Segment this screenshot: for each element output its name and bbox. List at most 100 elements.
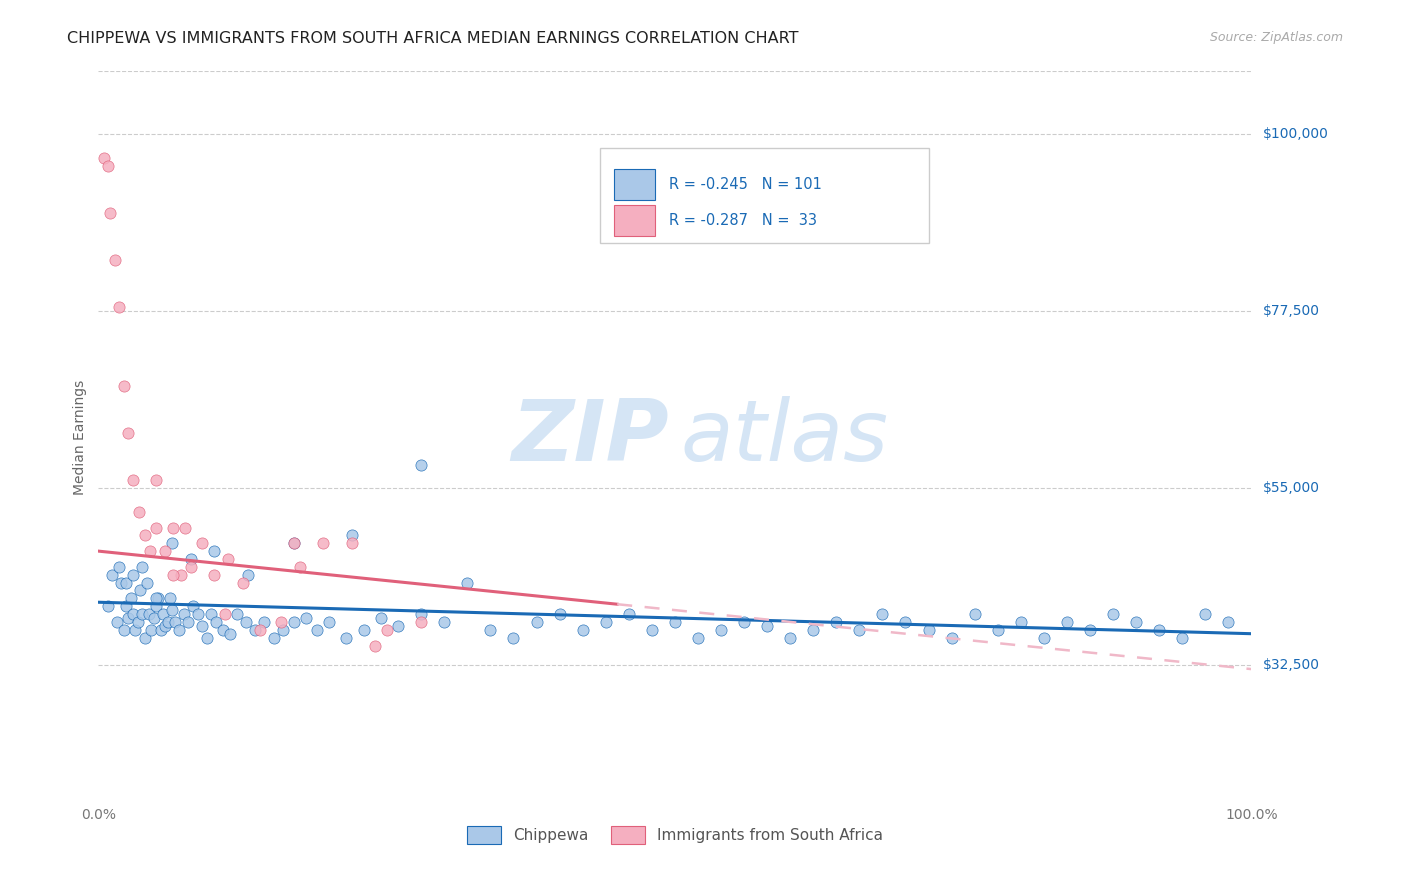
Point: [214, 607, 236, 621]
Point: [205, 615, 228, 629]
Point: [218, 626, 240, 640]
Point: [177, 615, 200, 629]
Point: [174, 520, 197, 534]
Point: [411, 615, 433, 629]
Point: [141, 623, 163, 637]
Point: [238, 567, 260, 582]
Point: [1171, 631, 1194, 645]
Text: $77,500: $77,500: [1263, 304, 1319, 318]
Point: [225, 607, 247, 621]
Point: [290, 559, 312, 574]
Point: [97, 599, 120, 614]
Point: [160, 536, 183, 550]
Point: [917, 623, 939, 637]
Point: [571, 623, 593, 637]
Point: [318, 615, 340, 629]
Point: [502, 631, 524, 645]
Point: [1056, 615, 1078, 629]
Point: [1032, 631, 1054, 645]
Text: CHIPPEWA VS IMMIGRANTS FROM SOUTH AFRICA MEDIAN EARNINGS CORRELATION CHART: CHIPPEWA VS IMMIGRANTS FROM SOUTH AFRICA…: [67, 31, 799, 46]
Point: [387, 619, 409, 633]
Point: [152, 607, 174, 621]
Point: [155, 619, 177, 633]
Point: [231, 575, 254, 590]
Point: [128, 505, 150, 519]
Point: [1078, 623, 1101, 637]
Point: [1147, 623, 1170, 637]
Point: [180, 559, 202, 574]
Point: [733, 615, 755, 629]
Point: [195, 631, 218, 645]
Point: [131, 607, 153, 621]
Point: [162, 567, 184, 582]
Bar: [614, 169, 655, 200]
Point: [160, 603, 183, 617]
Point: [173, 607, 195, 621]
Point: [548, 607, 571, 621]
Point: [271, 623, 294, 637]
Point: [134, 528, 156, 542]
Text: R = -0.245   N = 101: R = -0.245 N = 101: [669, 177, 823, 192]
Point: [124, 623, 146, 637]
Point: [212, 623, 235, 637]
Point: [110, 575, 132, 590]
Point: [801, 623, 824, 637]
Point: [181, 599, 204, 614]
Point: [117, 426, 139, 441]
Point: [129, 583, 152, 598]
Point: [479, 623, 502, 637]
Point: [162, 520, 184, 534]
Point: [1218, 615, 1240, 629]
Point: [145, 473, 167, 487]
Point: [101, 567, 124, 582]
Point: [156, 615, 179, 629]
Point: [93, 151, 115, 165]
Point: [340, 536, 363, 550]
Point: [180, 552, 202, 566]
Point: [710, 623, 733, 637]
Point: [97, 159, 120, 173]
Point: [163, 615, 186, 629]
Point: [963, 607, 986, 621]
Point: [433, 615, 456, 629]
Point: [1010, 615, 1032, 629]
Text: $100,000: $100,000: [1263, 128, 1329, 141]
Point: [145, 591, 167, 606]
Point: [112, 623, 135, 637]
Point: [825, 615, 848, 629]
Point: [145, 599, 167, 614]
Point: [245, 623, 267, 637]
Text: Source: ZipAtlas.com: Source: ZipAtlas.com: [1209, 31, 1343, 45]
Point: [283, 536, 305, 550]
Point: [335, 631, 357, 645]
Point: [375, 623, 398, 637]
Point: [283, 536, 305, 550]
Point: [235, 615, 257, 629]
Point: [307, 623, 329, 637]
Point: [894, 615, 917, 629]
Point: [353, 623, 375, 637]
Point: [270, 615, 292, 629]
Point: [200, 607, 222, 621]
Bar: [614, 205, 655, 235]
Point: [108, 301, 131, 315]
Text: $55,000: $55,000: [1263, 481, 1319, 495]
Point: [249, 623, 271, 637]
Point: [364, 639, 387, 653]
Text: atlas: atlas: [681, 395, 889, 479]
Point: [1102, 607, 1125, 621]
Point: [202, 544, 225, 558]
Point: [145, 520, 167, 534]
Point: [142, 611, 165, 625]
Point: [149, 623, 172, 637]
Point: [779, 631, 801, 645]
Point: [617, 607, 640, 621]
Point: [170, 567, 193, 582]
Point: [115, 599, 138, 614]
Point: [253, 615, 276, 629]
Point: [872, 607, 894, 621]
Point: [191, 536, 214, 550]
Point: [135, 575, 157, 590]
Point: [159, 591, 181, 606]
Point: [115, 575, 138, 590]
